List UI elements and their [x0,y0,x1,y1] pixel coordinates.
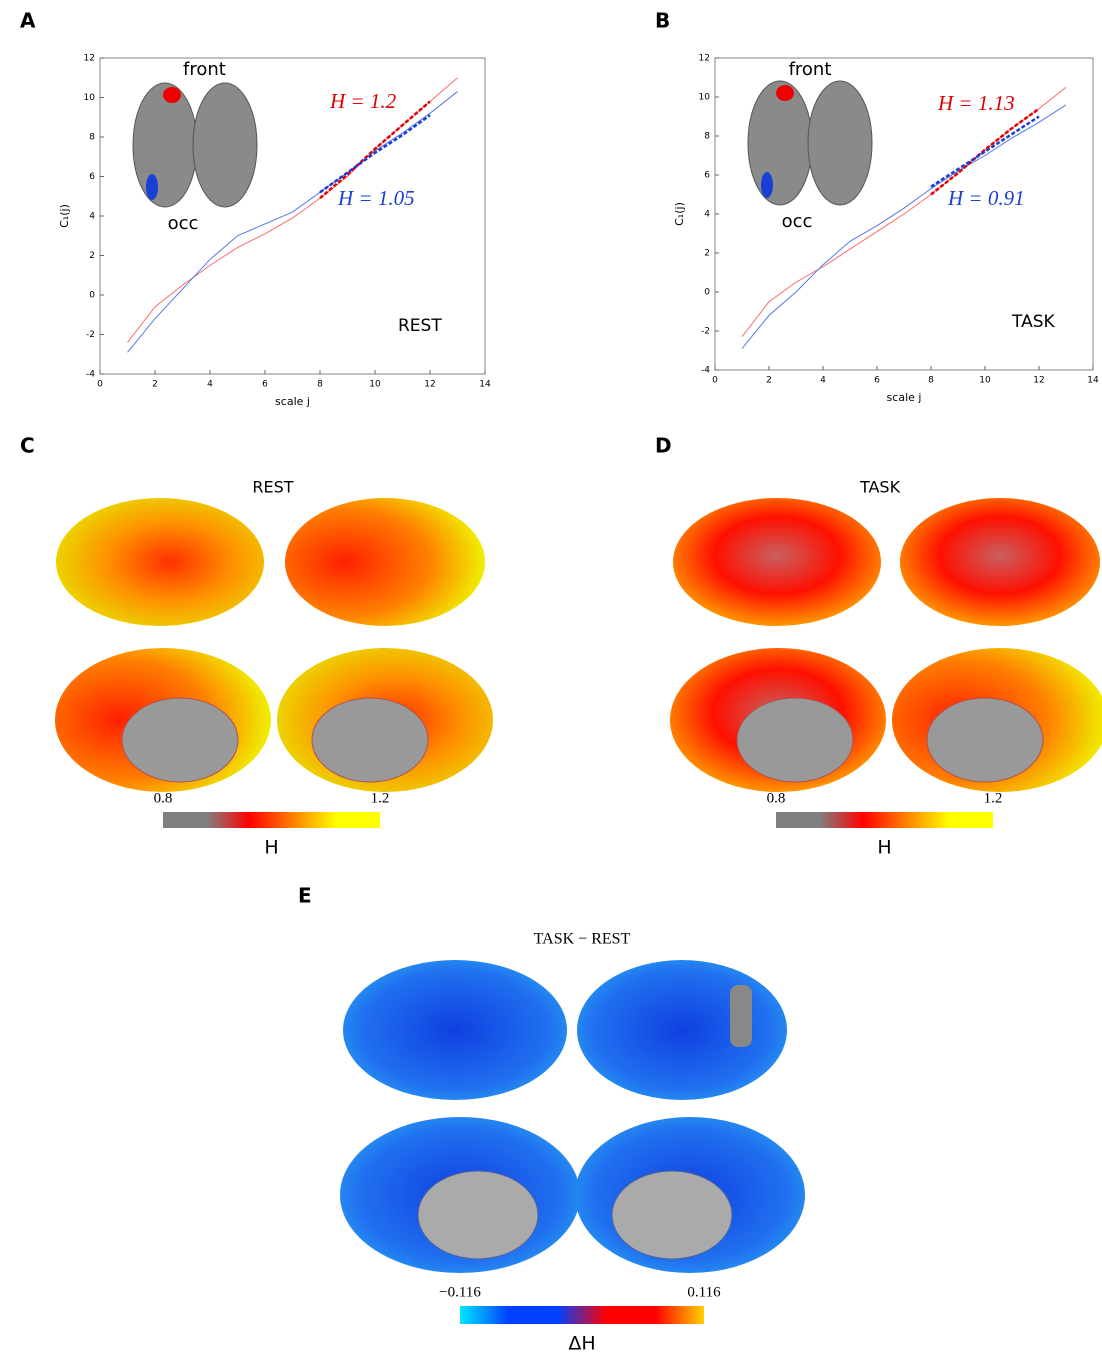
colorbar-tick-label: 1.2 [371,790,390,806]
x-tick-label: 14 [479,380,491,390]
x-tick-label: 12 [1033,376,1044,386]
panel-letter: E [298,884,312,908]
x-tick-label: 6 [874,376,880,386]
colorbar-tick-label: 0.8 [154,790,173,806]
x-tick-label: 14 [1087,376,1099,386]
colorbar [163,812,380,828]
x-tick-label: 10 [979,376,991,386]
x-tick-label: 0 [97,380,103,390]
y-tick-label: 6 [89,172,95,182]
y-tick-label: 4 [704,210,710,220]
colorbar-label: ΔH [568,1333,595,1355]
map-title: TASK − REST [534,931,631,948]
y-tick-label: 6 [704,171,710,181]
x-axis-label: scale j [275,395,310,408]
panel-letter: A [20,9,36,33]
y-tick-label: -4 [86,370,95,380]
x-tick-label: 6 [262,380,268,390]
panel-letter: B [655,9,670,33]
colorbar-tick-label: 1.2 [984,790,1003,806]
x-tick-label: 4 [207,380,213,390]
annotation: front [183,59,226,80]
annotation: REST [398,316,442,336]
y-tick-label: 0 [704,288,710,298]
annotation: H = 1.13 [937,91,1015,115]
y-axis-label: C₁(j) [58,204,71,228]
annotation: H = 1.05 [337,186,415,210]
annotation: front [789,59,832,80]
y-tick-label: 12 [699,54,710,64]
y-tick-label: 12 [84,54,95,64]
fit-line [320,115,430,192]
x-tick-label: 8 [317,380,323,390]
x-tick-label: 12 [424,380,435,390]
colorbar [776,812,993,828]
y-tick-label: 10 [84,93,96,103]
x-tick-label: 0 [712,376,718,386]
fit-line [931,117,1039,187]
colorbar-tick-label: 0.116 [687,1284,721,1300]
y-tick-label: 0 [89,291,95,301]
x-tick-label: 8 [928,376,934,386]
annotation: TASK [1011,312,1055,332]
colorbar [460,1306,704,1324]
colorbar-tick-label: −0.116 [439,1284,481,1300]
colorbar-label: H [264,837,278,859]
map-title: REST [252,478,293,497]
annotation: H = 1.2 [329,89,397,113]
y-tick-label: 2 [89,251,95,261]
y-tick-label: -2 [701,327,710,337]
y-tick-label: -4 [701,366,710,376]
colorbar-tick-label: 0.8 [767,790,786,806]
x-tick-label: 10 [369,380,381,390]
x-tick-label: 2 [152,380,158,390]
brain-images [55,81,1102,1273]
panel-letter: C [20,434,35,458]
figure: 0 2 4 6 8 10 12 14 -4 -2 0 2 4 6 8 10 12 scale j C₁(j) fron… [0,0,1102,1356]
x-tick-label: 2 [766,376,772,386]
annotation: occ [782,211,813,232]
panel-letter: D [655,434,672,458]
y-tick-label: 4 [89,212,95,222]
annotation: occ [168,213,199,234]
y-axis-label: C₁(j) [673,202,686,226]
y-tick-label: 8 [704,132,710,142]
y-tick-label: 10 [699,93,711,103]
y-tick-label: -2 [86,330,95,340]
colorbar-label: H [877,837,891,859]
x-tick-label: 4 [820,376,826,386]
y-tick-label: 2 [704,249,710,259]
fit-line [931,109,1039,195]
y-tick-label: 8 [89,133,95,143]
map-title: TASK [859,478,901,497]
annotation: H = 0.91 [947,186,1025,210]
x-axis-label: scale j [887,391,922,404]
